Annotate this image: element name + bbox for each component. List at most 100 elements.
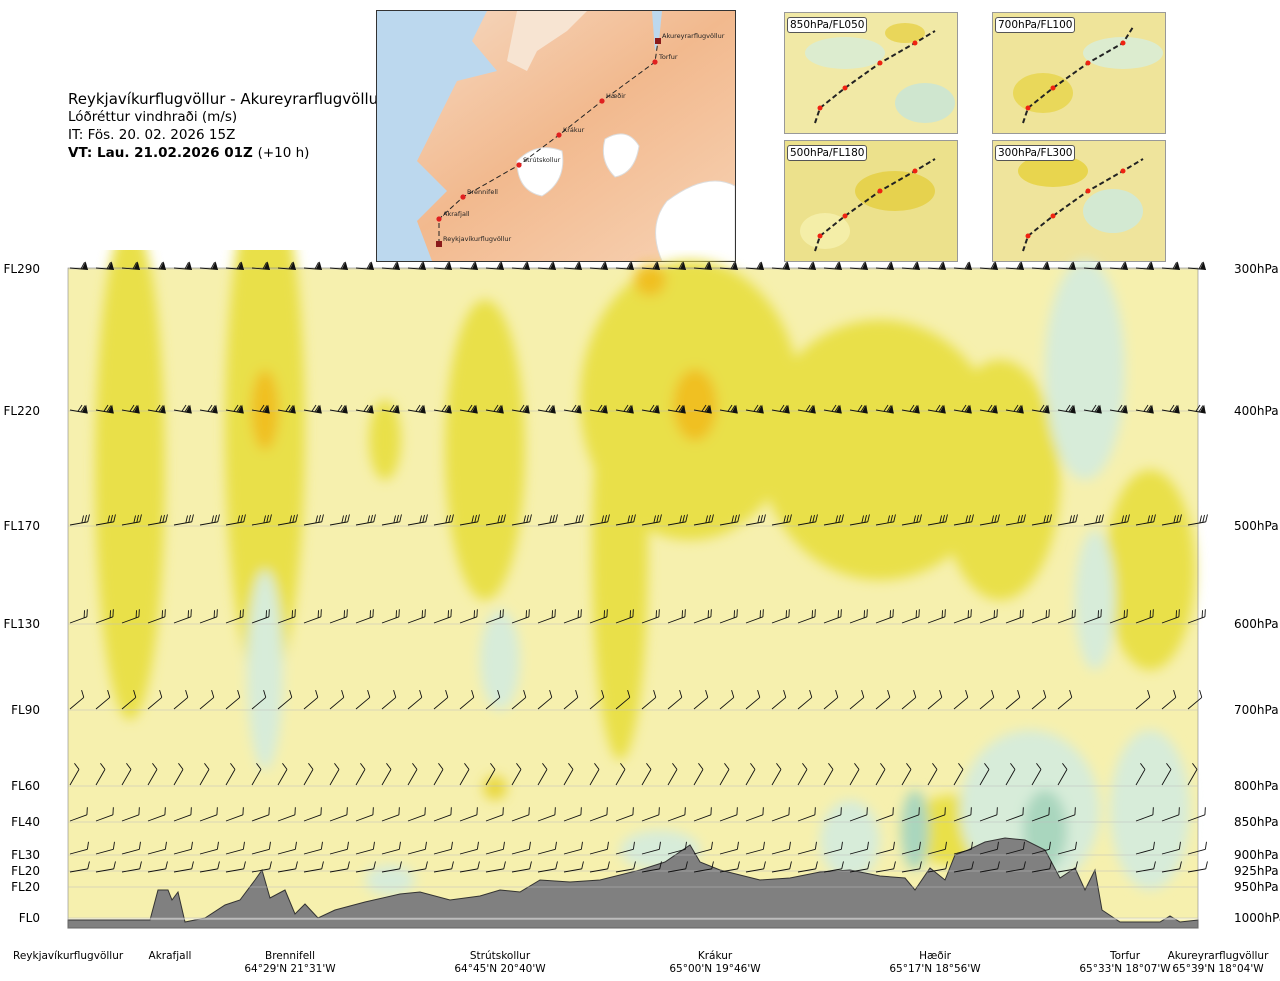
wind-barb bbox=[901, 807, 920, 822]
wind-barb bbox=[563, 841, 583, 855]
wind-barb bbox=[1187, 763, 1198, 786]
wind-barb bbox=[485, 807, 504, 822]
wind-barb bbox=[953, 404, 972, 414]
wind-barb bbox=[277, 841, 297, 855]
inset-label: 300hPa/FL300 bbox=[995, 145, 1076, 161]
wind-barb bbox=[433, 841, 453, 855]
wind-barb bbox=[1005, 514, 1026, 526]
wind-barb bbox=[147, 861, 168, 873]
wind-barb bbox=[251, 807, 270, 822]
pressure-level-label: 400hPa bbox=[1234, 404, 1279, 418]
wind-barb bbox=[433, 763, 444, 786]
wind-barb bbox=[407, 609, 426, 624]
wind-barb bbox=[381, 807, 400, 822]
pressure-level-label: 300hPa bbox=[1234, 262, 1279, 276]
wind-barb bbox=[69, 807, 88, 822]
wind-barb bbox=[1057, 261, 1076, 271]
wind-barb bbox=[615, 404, 634, 414]
wind-barb bbox=[355, 841, 375, 855]
wind-barb bbox=[615, 261, 634, 271]
wind-barb bbox=[641, 404, 660, 414]
pressure-level-label: 700hPa bbox=[1234, 703, 1279, 717]
wind-barb bbox=[927, 609, 946, 624]
wind-barb bbox=[537, 609, 556, 624]
wind-barb bbox=[641, 841, 661, 855]
wind-barb bbox=[147, 807, 166, 822]
station-label: Reykjavíkurflugvöllur bbox=[13, 950, 123, 963]
wind-barb bbox=[69, 841, 89, 855]
flight-level-label: FL20 bbox=[11, 880, 40, 894]
station-label: Krákur 65°00'N 19°46'W bbox=[660, 950, 770, 976]
wind-barb bbox=[329, 514, 350, 526]
wind-barb bbox=[1187, 807, 1206, 822]
wind-barb bbox=[511, 763, 522, 786]
wind-barb bbox=[1057, 861, 1078, 873]
inset-700hpa-svg bbox=[993, 13, 1165, 133]
wind-barb bbox=[433, 807, 452, 822]
terrain-profile bbox=[67, 837, 1199, 929]
station-coord: 65°33'N 18°07'W bbox=[1079, 963, 1171, 975]
wind-barb bbox=[355, 609, 374, 624]
route-map-svg: Akureyrarflugvöllur Torfur Hæðir Krákur Strú… bbox=[377, 11, 735, 261]
wind-barb bbox=[1031, 609, 1050, 624]
wind-barb bbox=[1005, 609, 1024, 624]
wind-barb bbox=[1005, 841, 1025, 855]
wind-barb bbox=[303, 807, 322, 822]
wind-barb bbox=[485, 841, 505, 855]
wind-barb bbox=[1057, 807, 1076, 822]
wind-barb bbox=[667, 404, 686, 414]
wind-barb bbox=[121, 763, 132, 786]
wind-barb bbox=[797, 861, 818, 873]
wind-barb bbox=[1083, 261, 1102, 271]
wind-barb bbox=[537, 841, 557, 855]
wind-barb bbox=[563, 763, 574, 786]
wind-barb bbox=[589, 261, 608, 271]
wind-barb bbox=[329, 690, 345, 710]
wind-barb bbox=[459, 690, 475, 710]
map-station-label: Krákur bbox=[563, 126, 585, 134]
wind-barb bbox=[407, 690, 423, 710]
wind-barb bbox=[459, 861, 480, 873]
wind-barb bbox=[719, 861, 740, 873]
wind-barb bbox=[95, 807, 114, 822]
wind-barb bbox=[329, 807, 348, 822]
wind-barb bbox=[875, 861, 896, 873]
wind-barb bbox=[355, 807, 374, 822]
wind-barb bbox=[745, 609, 764, 624]
wind-barb bbox=[589, 514, 610, 526]
wind-barb bbox=[433, 609, 452, 624]
wind-barb bbox=[381, 763, 392, 786]
wind-barb bbox=[927, 404, 946, 414]
wind-barb bbox=[173, 690, 189, 710]
wind-barb bbox=[225, 609, 244, 624]
wind-barb bbox=[69, 261, 88, 271]
wind-barb bbox=[1031, 690, 1047, 710]
wind-barb bbox=[1187, 514, 1208, 526]
wind-barb bbox=[1187, 690, 1203, 710]
wind-barb bbox=[615, 807, 634, 822]
wind-barb bbox=[277, 807, 296, 822]
wind-barb bbox=[875, 841, 895, 855]
inset-500hpa: 500hPa/FL180 bbox=[784, 140, 958, 262]
wind-barb bbox=[745, 690, 761, 710]
wind-barb bbox=[407, 763, 418, 786]
issue-time: IT: Fös. 20. 02. 2026 15Z bbox=[68, 127, 236, 143]
wind-barb bbox=[1109, 609, 1128, 624]
wind-barb bbox=[277, 609, 296, 624]
wind-barb bbox=[251, 514, 272, 526]
inset-label: 500hPa/FL180 bbox=[787, 145, 868, 161]
wind-barb bbox=[69, 514, 90, 526]
wind-barb bbox=[901, 404, 920, 414]
wind-barb bbox=[745, 763, 756, 786]
wind-barb bbox=[693, 514, 714, 526]
map-station-marker bbox=[599, 98, 605, 104]
wind-barb bbox=[979, 841, 999, 855]
wind-barb bbox=[875, 404, 894, 414]
station-label: Akureyrarflugvöllur 65°39'N 18°04'W bbox=[1163, 950, 1273, 976]
valid-time: VT: Lau. 21.02.2026 01Z bbox=[68, 145, 253, 161]
wind-barb bbox=[251, 690, 267, 710]
wind-barb bbox=[771, 514, 792, 526]
wind-barb bbox=[1161, 261, 1180, 271]
wind-barb bbox=[251, 609, 270, 624]
station-coord: 64°45'N 20°40'W bbox=[454, 963, 546, 975]
